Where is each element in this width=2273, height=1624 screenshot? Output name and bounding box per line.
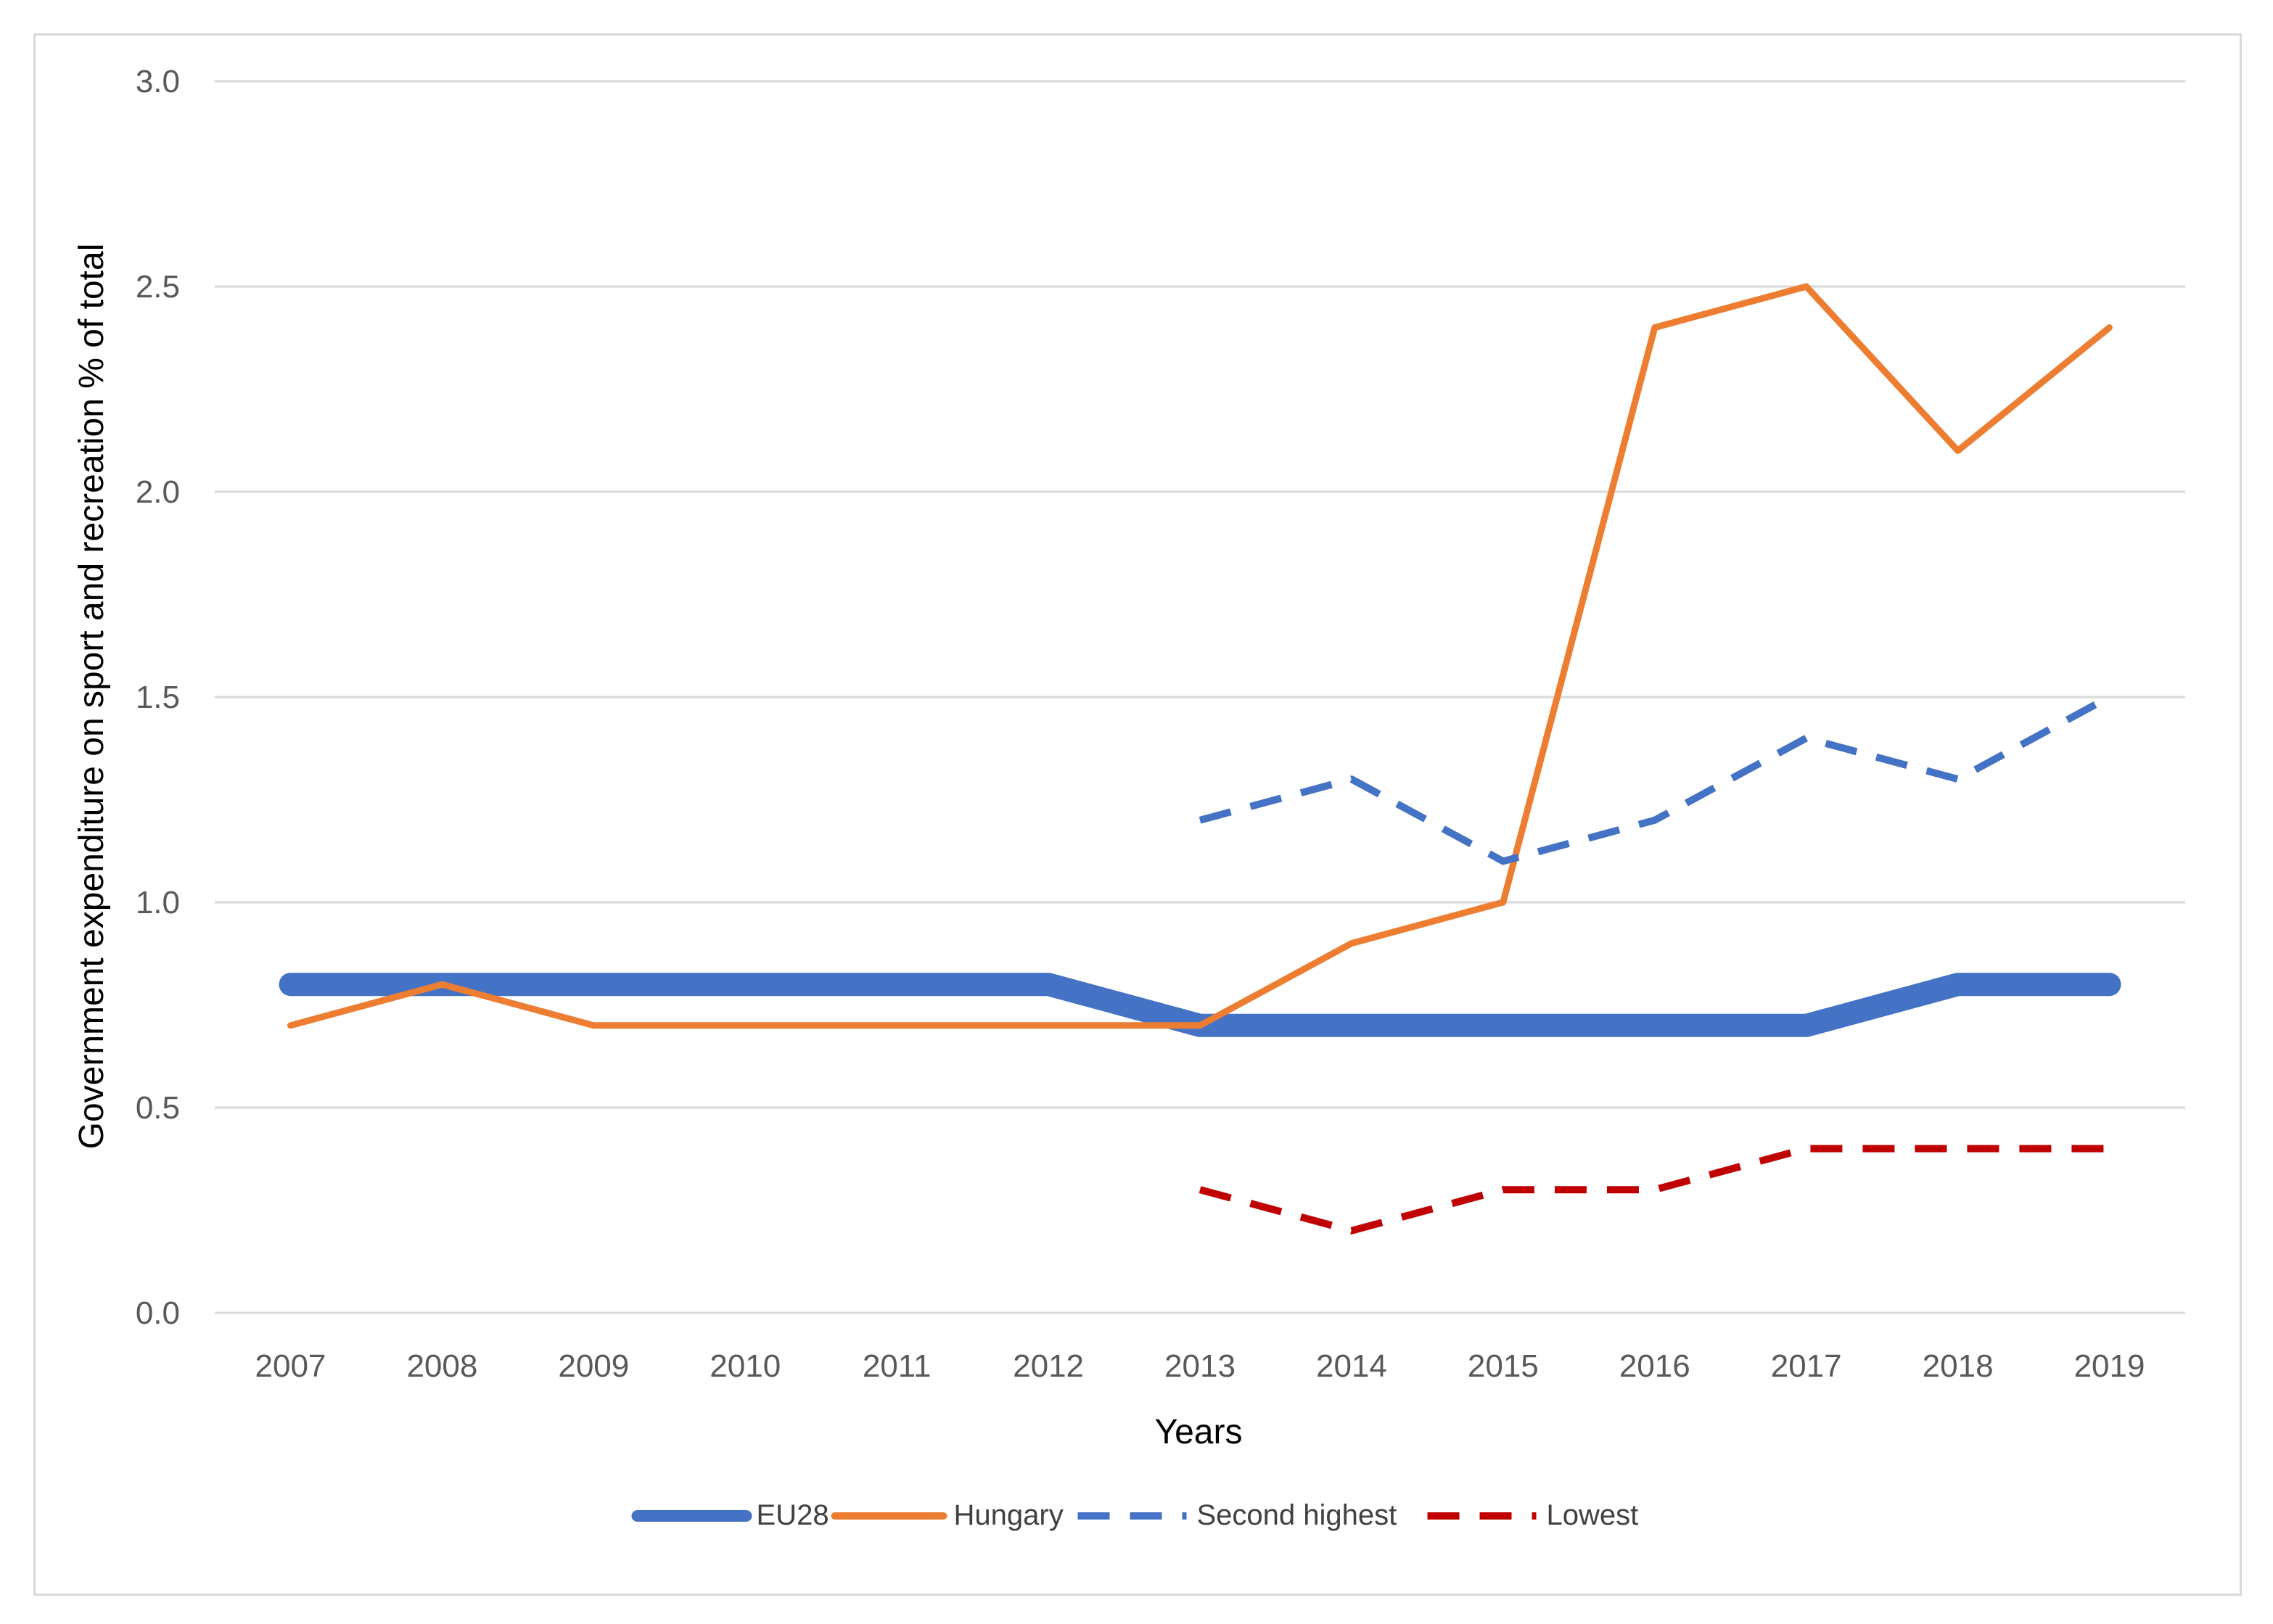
legend-label: Lowest <box>1547 1499 1639 1531</box>
y-axis-title: Government expenditure on sport and recr… <box>73 244 111 1150</box>
y-tick-label: 0.5 <box>136 1090 180 1126</box>
x-tick-label: 2014 <box>1316 1348 1387 1384</box>
legend-label: Hungary <box>954 1499 1064 1531</box>
series-line-lowest <box>1199 1145 2110 1235</box>
series-line-second-highest <box>1199 693 2111 865</box>
x-tick-label: 2015 <box>1468 1348 1539 1384</box>
y-tick-label: 1.0 <box>136 885 180 920</box>
series-line-hungary <box>287 283 2113 1029</box>
x-tick-label: 2016 <box>1619 1348 1690 1384</box>
y-tick-label: 1.5 <box>136 680 180 715</box>
chart-frame <box>33 33 2242 1596</box>
x-tick-label: 2019 <box>2074 1348 2145 1384</box>
x-tick-label: 2013 <box>1164 1348 1236 1384</box>
x-tick-label: 2011 <box>863 1348 932 1384</box>
x-tick-label: 2010 <box>710 1348 781 1384</box>
x-tick-label: 2017 <box>1771 1348 1842 1384</box>
y-tick-label: 2.5 <box>136 269 180 305</box>
y-tick-label: 0.0 <box>136 1295 180 1331</box>
x-tick-label: 2009 <box>558 1348 629 1384</box>
legend-label: Second highest <box>1197 1499 1397 1531</box>
y-tick-label: 2.0 <box>136 474 180 510</box>
legend-label: EU28 <box>757 1499 829 1531</box>
x-tick-label: 2008 <box>406 1348 477 1384</box>
x-tick-label: 2012 <box>1013 1348 1084 1384</box>
x-axis-title: Years <box>1155 1413 1243 1451</box>
x-tick-label: 2007 <box>255 1348 326 1384</box>
x-tick-label: 2018 <box>1923 1348 1994 1384</box>
y-tick-label: 3.0 <box>136 64 180 99</box>
